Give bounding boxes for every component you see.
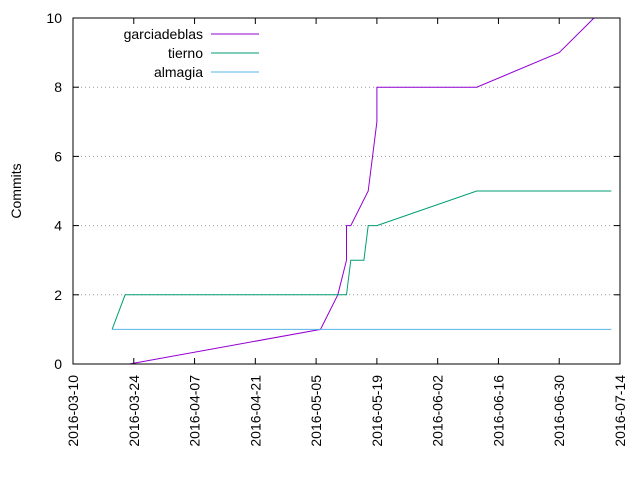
y-tick-label: 6 [54, 148, 62, 164]
x-tick-label: 2016-04-21 [247, 375, 263, 447]
x-tick-label: 2016-03-10 [65, 375, 81, 447]
x-tick-label: 2016-05-05 [308, 375, 324, 447]
legend-label-almagia: almagia [154, 64, 203, 80]
plot-frame [72, 17, 621, 365]
y-tick-label: 2 [54, 287, 62, 303]
x-tick-label: 2016-07-14 [612, 375, 628, 447]
legend-label-garciadeblas: garciadeblas [124, 26, 203, 42]
y-tick-label: 4 [54, 218, 62, 234]
x-tick-label: 2016-06-16 [490, 375, 506, 447]
y-axis: 0 2 4 6 8 10 [46, 10, 620, 372]
x-tick-label: 2016-06-30 [551, 375, 567, 447]
legend-label-tierno: tierno [168, 45, 203, 61]
x-tick-label: 2016-03-24 [126, 375, 142, 447]
x-axis: 2016-03-10 2016-03-24 2016-04-07 2016-04-21… [65, 18, 628, 447]
y-tick-label: 10 [46, 10, 62, 26]
legend: garciadeblas tierno almagia [124, 26, 259, 80]
series-line-tierno [111, 190, 612, 330]
y-tick-label: 8 [54, 79, 62, 95]
series-lines [111, 17, 612, 365]
x-tick-label: 2016-04-07 [187, 375, 203, 447]
y-tick-label: 0 [54, 356, 62, 372]
x-tick-label: 2016-05-19 [369, 375, 385, 447]
x-tick-label: 2016-06-02 [430, 375, 446, 447]
y-axis-title: Commits [8, 163, 24, 218]
series-line-garciadeblas [129, 17, 595, 365]
